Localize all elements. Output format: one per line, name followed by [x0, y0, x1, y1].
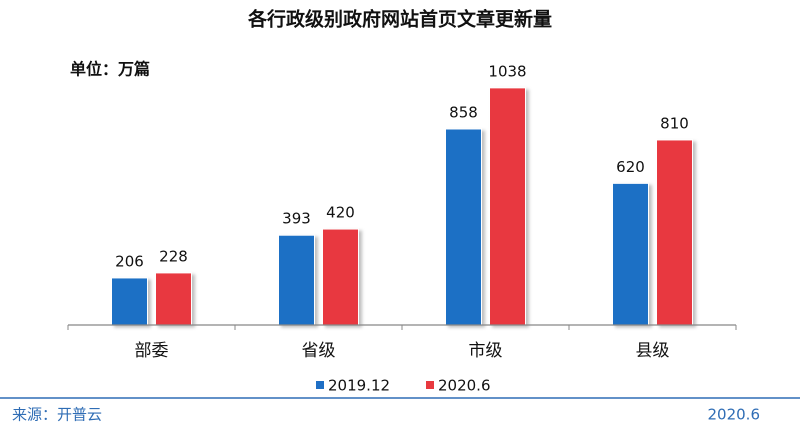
- legend-label: 2019.12: [328, 377, 390, 395]
- x-tick-label: 县级: [636, 341, 670, 361]
- legend-swatch: [426, 381, 434, 389]
- x-tick-label: 省级: [302, 341, 336, 361]
- value-label: 393: [282, 210, 311, 228]
- value-label: 206: [115, 252, 144, 270]
- value-label: 620: [616, 158, 645, 176]
- value-label: 810: [660, 114, 689, 132]
- legend-label: 2020.6: [438, 377, 491, 395]
- value-label: 858: [449, 103, 478, 121]
- value-label: 420: [326, 204, 355, 222]
- date: 2020.6: [708, 406, 761, 424]
- value-label: 228: [159, 247, 188, 265]
- chart-title: 各行政级别政府网站首页文章更新量: [247, 8, 552, 31]
- bar: [656, 139, 693, 326]
- legend-swatch: [316, 381, 324, 389]
- x-tick-label: 部委: [135, 341, 169, 361]
- bar: [322, 228, 359, 326]
- bar: [155, 272, 192, 326]
- source: 来源：开普云: [12, 406, 102, 424]
- bar: [111, 277, 148, 326]
- bar: [612, 182, 649, 326]
- unit-label: 单位：万篇: [70, 60, 150, 79]
- x-tick-label: 市级: [469, 341, 503, 361]
- bar: [489, 87, 526, 326]
- bar: [278, 234, 315, 326]
- value-label: 1038: [488, 62, 526, 80]
- bar: [445, 128, 482, 326]
